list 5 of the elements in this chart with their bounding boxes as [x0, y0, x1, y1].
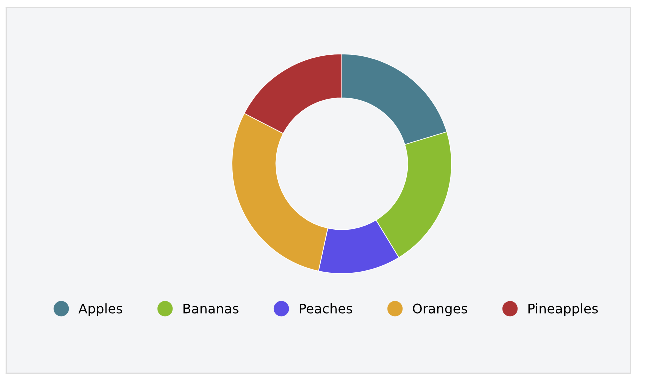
legend-label: Peaches	[300, 304, 352, 314]
legend-label: Pineapples	[528, 304, 598, 316]
legend-label: Oranges	[413, 304, 468, 316]
legend-label: Apples	[78, 304, 122, 316]
legend-label: Bananas	[184, 304, 239, 314]
